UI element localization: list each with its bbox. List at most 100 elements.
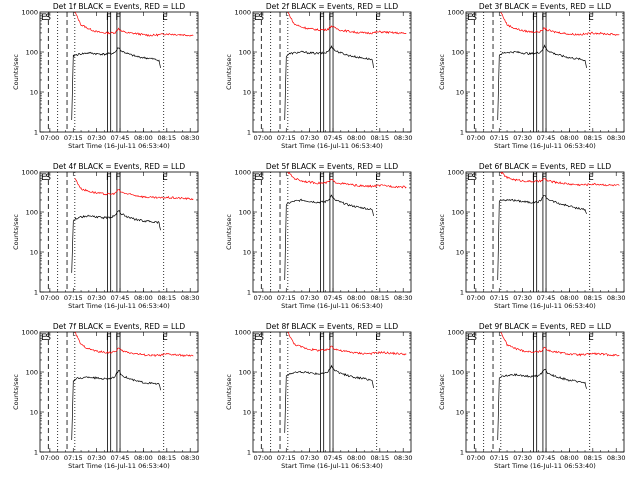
series-lld-line bbox=[500, 11, 620, 36]
x-tick-label: 07:15 bbox=[277, 294, 296, 302]
plot-frame bbox=[465, 331, 625, 453]
x-tick-label: 08:15 bbox=[583, 134, 602, 142]
x-axis-label: Start Time (16-Jul-11 06:53:40) bbox=[68, 462, 170, 470]
x-tick-label: 07:30 bbox=[87, 454, 106, 462]
event-label-s: S bbox=[471, 13, 477, 23]
y-tick-label: 1000 bbox=[447, 329, 464, 337]
x-tick-label: 07:15 bbox=[64, 134, 83, 142]
event-label-s: S bbox=[258, 173, 264, 183]
event-label-e: E bbox=[41, 13, 47, 23]
y-tick-label: 1000 bbox=[234, 9, 251, 17]
event-label-s: S bbox=[471, 333, 477, 343]
y-tick-label: 1000 bbox=[21, 9, 38, 17]
event-label-e: E bbox=[162, 173, 168, 183]
event-label-f: F bbox=[541, 173, 546, 183]
series-lld-line bbox=[500, 171, 620, 187]
y-tick-label: 1 bbox=[247, 129, 251, 137]
x-tick-label: 07:30 bbox=[300, 294, 319, 302]
x-axis-label: Start Time (16-Jul-11 06:53:40) bbox=[494, 302, 596, 310]
x-tick-label: 07:45 bbox=[537, 134, 556, 142]
y-tick-label: 1000 bbox=[234, 169, 251, 177]
y-axis-label: Counts/sec bbox=[225, 214, 233, 250]
plot-frame bbox=[465, 11, 625, 133]
y-axis-label: Counts/sec bbox=[12, 214, 20, 250]
x-tick-label: 07:00 bbox=[254, 134, 273, 142]
event-label-s: S bbox=[258, 13, 264, 23]
x-tick-label: 07:45 bbox=[537, 294, 556, 302]
x-tick-label: 08:15 bbox=[157, 454, 176, 462]
x-tick-label: 07:00 bbox=[467, 294, 486, 302]
chart-title: Det 3f BLACK = Events, RED = LLD bbox=[479, 2, 612, 11]
event-label-f: F bbox=[319, 173, 324, 183]
event-label-e: E bbox=[467, 13, 473, 23]
y-tick-label: 1 bbox=[34, 129, 38, 137]
y-tick-label: 100 bbox=[26, 209, 38, 217]
y-axis-label: Counts/sec bbox=[225, 54, 233, 90]
chart-panel-9: Det 9f BLACK = Events, RED = LLD 1 10 100 10… bbox=[438, 322, 626, 470]
y-tick-label: 1 bbox=[460, 289, 464, 297]
y-tick-label: 10 bbox=[456, 409, 464, 417]
series-events-line bbox=[497, 44, 587, 121]
series-lld-line bbox=[287, 171, 407, 189]
x-tick-label: 07:30 bbox=[300, 134, 319, 142]
event-label-f: F bbox=[106, 173, 111, 183]
y-tick-label: 100 bbox=[452, 209, 464, 217]
plot-frame bbox=[252, 11, 412, 133]
y-tick-label: 10 bbox=[243, 409, 251, 417]
chart-panel-7: Det 7f BLACK = Events, RED = LLD 1 10 100 10… bbox=[12, 322, 200, 470]
event-label-e: E bbox=[375, 173, 381, 183]
chart-title: Det 5f BLACK = Events, RED = LLD bbox=[266, 162, 399, 171]
event-label-f: F bbox=[319, 13, 324, 23]
y-tick-label: 10 bbox=[243, 249, 251, 257]
x-tick-label: 07:30 bbox=[513, 134, 532, 142]
y-tick-label: 1 bbox=[34, 449, 38, 457]
x-tick-label: 07:45 bbox=[111, 454, 130, 462]
x-axis-label: Start Time (16-Jul-11 06:53:40) bbox=[68, 142, 170, 150]
y-tick-label: 1 bbox=[460, 129, 464, 137]
x-axis-label: Start Time (16-Jul-11 06:53:40) bbox=[494, 462, 596, 470]
event-label-e: E bbox=[162, 13, 168, 23]
event-label-e: E bbox=[467, 333, 473, 343]
x-tick-label: 08:15 bbox=[157, 134, 176, 142]
x-tick-label: 08:30 bbox=[181, 134, 200, 142]
event-label-f: F bbox=[106, 13, 111, 23]
event-label-e: E bbox=[162, 333, 168, 343]
y-tick-label: 10 bbox=[30, 409, 38, 417]
x-tick-label: 08:30 bbox=[607, 294, 626, 302]
y-tick-label: 100 bbox=[26, 369, 38, 377]
event-label-f: F bbox=[115, 173, 120, 183]
plot-frame bbox=[252, 331, 412, 453]
x-axis-label: Start Time (16-Jul-11 06:53:40) bbox=[281, 142, 383, 150]
y-tick-label: 1000 bbox=[447, 9, 464, 17]
series-events-line bbox=[71, 370, 161, 441]
x-tick-label: 07:15 bbox=[490, 454, 509, 462]
event-label-s: S bbox=[45, 173, 51, 183]
y-tick-label: 1000 bbox=[21, 329, 38, 337]
x-tick-label: 08:30 bbox=[394, 294, 413, 302]
event-label-s: S bbox=[258, 333, 264, 343]
y-tick-label: 1000 bbox=[447, 169, 464, 177]
y-tick-label: 1000 bbox=[21, 169, 38, 177]
x-tick-label: 07:15 bbox=[64, 454, 83, 462]
series-lld-line bbox=[287, 11, 407, 35]
x-tick-label: 07:30 bbox=[513, 454, 532, 462]
y-axis-label: Counts/sec bbox=[12, 54, 20, 90]
event-label-f: F bbox=[319, 333, 324, 343]
x-tick-label: 07:45 bbox=[537, 454, 556, 462]
y-tick-label: 100 bbox=[26, 49, 38, 57]
y-tick-label: 10 bbox=[456, 89, 464, 97]
series-lld-line bbox=[74, 178, 194, 201]
event-label-f: F bbox=[115, 13, 120, 23]
plot-frame bbox=[39, 331, 199, 453]
x-tick-label: 08:00 bbox=[347, 134, 366, 142]
series-lld-line bbox=[74, 11, 194, 37]
x-tick-label: 08:00 bbox=[347, 294, 366, 302]
x-tick-label: 07:45 bbox=[324, 294, 343, 302]
x-tick-label: 08:30 bbox=[181, 294, 200, 302]
event-label-f: F bbox=[115, 333, 120, 343]
event-label-e: E bbox=[588, 333, 594, 343]
y-axis-label: Counts/sec bbox=[12, 374, 20, 410]
chart-title: Det 1f BLACK = Events, RED = LLD bbox=[53, 2, 186, 11]
chart-panel-5: Det 5f BLACK = Events, RED = LLD 1 10 100 10… bbox=[225, 162, 413, 310]
